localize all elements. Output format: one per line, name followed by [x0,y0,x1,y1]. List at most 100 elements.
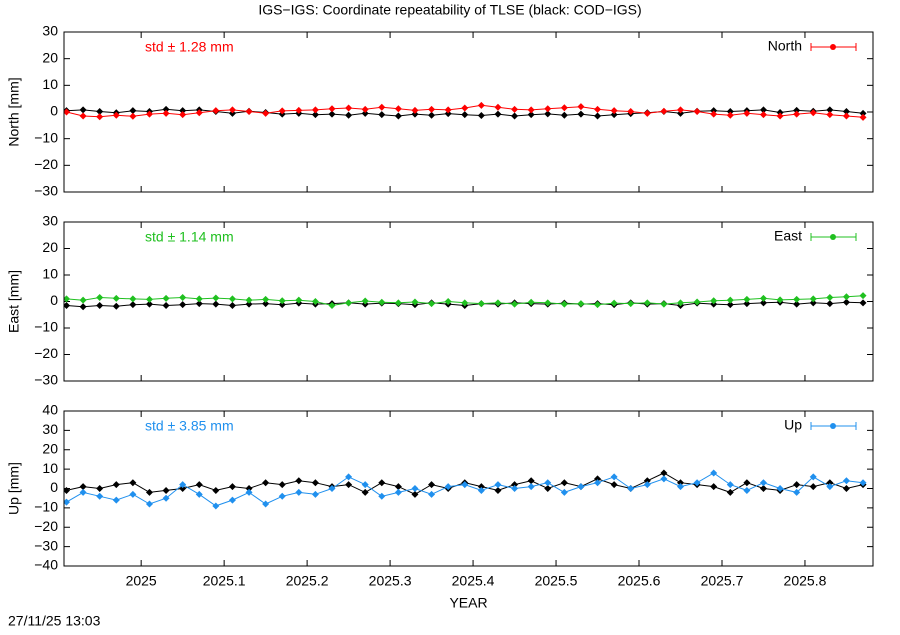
data-point [511,112,519,120]
data-point [660,107,668,115]
data-point [245,296,253,304]
std-annotation: std ± 1.14 mm [145,229,234,245]
data-point [245,488,253,496]
data-point [345,299,353,307]
legend-label: North [768,38,802,54]
data-point [79,112,87,120]
y-tick-label: −20 [34,518,58,534]
data-point [112,294,120,302]
data-point [527,483,535,491]
data-point [278,297,286,305]
data-point [79,296,87,304]
data-point [411,298,419,306]
y-tick-label: −30 [34,537,58,553]
data-point [461,111,469,119]
data-point [378,298,386,306]
data-point [428,105,436,113]
data-point [361,481,369,489]
data-point [79,303,87,311]
data-point [64,108,70,116]
data-point [278,301,286,309]
x-tick-label: 2025.6 [618,573,661,589]
data-point [378,103,386,111]
std-annotation: std ± 3.85 mm [145,418,234,434]
data-point [145,295,153,303]
data-point [228,295,236,303]
data-point [96,113,104,121]
plot-frame [63,410,874,567]
data-point [162,105,170,113]
data-point [511,485,519,492]
data-point [162,301,170,309]
data-point [676,106,684,114]
data-point [394,299,402,307]
data-point [776,485,784,492]
data-point [162,109,170,117]
data-point [627,107,635,115]
data-point [809,299,817,307]
data-point [793,110,801,118]
data-point [726,301,734,309]
data-point [494,481,502,489]
data-point [179,294,187,302]
data-point [162,486,170,494]
legend-label: East [774,228,802,244]
data-point [643,481,651,489]
y-tick-label: 10 [42,266,58,282]
legend-marker [830,44,836,50]
data-point [793,295,801,303]
legend-marker [830,423,836,429]
data-point [726,111,734,119]
data-point [179,485,187,492]
data-point [64,498,70,506]
data-point [444,110,452,118]
data-point [610,107,618,115]
data-point [378,111,386,119]
data-point [859,299,867,307]
data-point [96,301,104,309]
data-point [826,111,834,119]
data-point [212,486,220,494]
data-point [228,483,236,491]
data-point [511,105,519,113]
data-point [859,113,867,121]
data-point [444,106,452,114]
data-point [311,106,319,114]
data-point [345,111,353,119]
plot-area [64,469,867,510]
x-tick-label: 2025.3 [369,573,412,589]
data-point [693,479,701,487]
data-point [428,300,436,308]
data-point [743,300,751,308]
data-point [145,300,153,308]
y-tick-label: 30 [42,421,58,437]
series-line [66,472,864,507]
data-point [676,483,684,491]
data-point [660,300,668,308]
data-point [776,112,784,120]
data-point [129,301,137,309]
data-point [228,106,236,114]
data-point [726,296,734,304]
data-point [245,485,253,492]
data-point [228,496,236,504]
y-tick-label: 20 [42,440,58,456]
y-tick-label: 20 [42,239,58,255]
data-point [610,299,618,307]
x-tick-label: 2025.2 [286,573,329,589]
data-point [96,294,104,302]
data-point [660,475,668,483]
data-point [743,109,751,117]
data-point [112,111,120,119]
data-point [793,481,801,489]
data-point [842,477,850,485]
data-point [96,492,104,500]
plot-frame [63,221,874,382]
data-point [328,105,336,113]
data-point [826,483,834,491]
data-point [842,107,850,115]
data-point [610,473,618,481]
data-point [826,106,834,114]
y-tick-label: 30 [42,23,58,39]
